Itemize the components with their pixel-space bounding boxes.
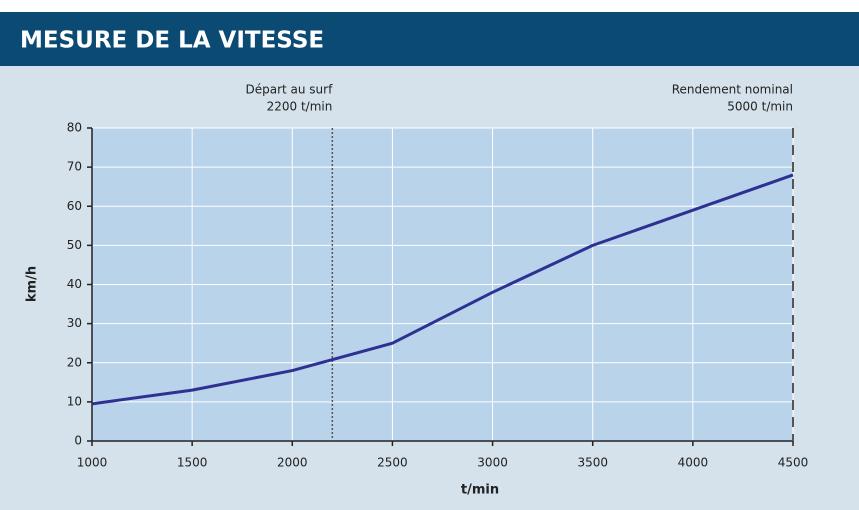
y-tick-label: 50 — [67, 238, 82, 252]
chart-title: MESURE DE LA VITESSE — [20, 28, 324, 54]
data-line — [91, 173, 794, 406]
y-tick-label: 10 — [67, 394, 82, 408]
x-tick-label: 3000 — [477, 456, 508, 470]
x-axis-label: t/min — [461, 483, 499, 498]
annotation-text: Rendement nominal — [672, 83, 793, 97]
y-tick-label: 80 — [67, 121, 82, 135]
annotation-text: Départ au surf — [245, 83, 333, 97]
annotation-text: 5000 t/min — [727, 100, 793, 114]
y-tick-label: 20 — [67, 355, 82, 369]
annotation-text: 2200 t/min — [267, 100, 333, 114]
y-tick-label: 40 — [67, 277, 82, 291]
y-tick-label: 0 — [74, 434, 82, 448]
x-tick-label: 4500 — [778, 456, 809, 470]
y-axis-label: km/h — [25, 266, 40, 302]
x-tick-label: 2000 — [277, 456, 308, 470]
x-tick-label: 1500 — [177, 456, 208, 470]
y-tick-label: 60 — [67, 199, 82, 213]
x-tick-label: 3500 — [577, 456, 608, 470]
y-tick-label: 70 — [67, 160, 82, 174]
y-tick-label: 30 — [67, 316, 82, 330]
x-tick-label: 4000 — [678, 456, 709, 470]
x-tick-label: 2500 — [377, 456, 408, 470]
header — [0, 12, 859, 66]
x-tick-label: 1000 — [77, 456, 108, 470]
